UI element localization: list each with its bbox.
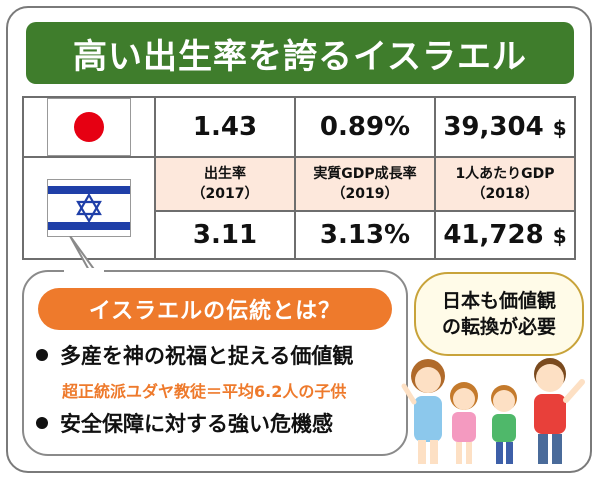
callout-line-2: の転換が必要 [441,316,556,338]
bullet-icon [36,417,48,429]
japan-birthrate: 1.43 [154,96,296,158]
tradition-item-2-text: 安全保障に対する強い危機感 [60,412,333,436]
label-birthrate: 出生率 （2017） [154,156,296,212]
tradition-heading: イスラエルの伝統とは？ [38,288,392,330]
label-gdp-per-capita: 1人あたりGDP （2018） [434,156,576,212]
family-illustration [401,358,585,464]
israel-flag-icon [47,179,131,237]
table-row-israel: 3.11 3.13% 41,728 $ [23,210,576,260]
japan-gdp-growth: 0.89% [294,96,436,158]
japan-flag-icon [47,98,131,156]
bullet-icon [36,349,48,361]
japan-flag-cell [22,96,156,158]
label-gdp-growth: 実質GDP成長率 （2019） [294,156,436,212]
tradition-item-1-text: 多産を神の祝福と捉える価値観 [60,344,354,368]
table-row-labels: 出生率 （2017） 実質GDP成長率 （2019） 1人あたりGDP （2018） [22,156,576,260]
page-title: 高い出生率を誇るイスラエル [26,22,574,84]
tradition-item-2: 安全保障に対する強い危機感 [36,408,333,438]
israel-gdp-growth: 3.13% [294,210,436,260]
israel-flag-cell [22,156,156,260]
stats-table: 1.43 0.89% 39,304 $ 出生率 （2017） 実質GDP成長率 （2… [22,96,576,260]
callout-bubble: 日本も価値観 の転換が必要 [414,272,584,356]
callout-line-1: 日本も価値観 [441,290,556,312]
israel-birthrate: 3.11 [154,210,296,260]
bubble-tail-mask [64,268,104,276]
israel-gdp-per-capita: 41,728 $ [434,210,576,260]
tradition-sub-1: 超正統派ユダヤ教徒＝平均6.2人の子供 [62,382,347,401]
tradition-item-1: 多産を神の祝福と捉える価値観 [36,340,353,370]
japan-gdp-per-capita: 39,304 $ [434,96,576,158]
table-row-japan: 1.43 0.89% 39,304 $ [22,96,576,158]
